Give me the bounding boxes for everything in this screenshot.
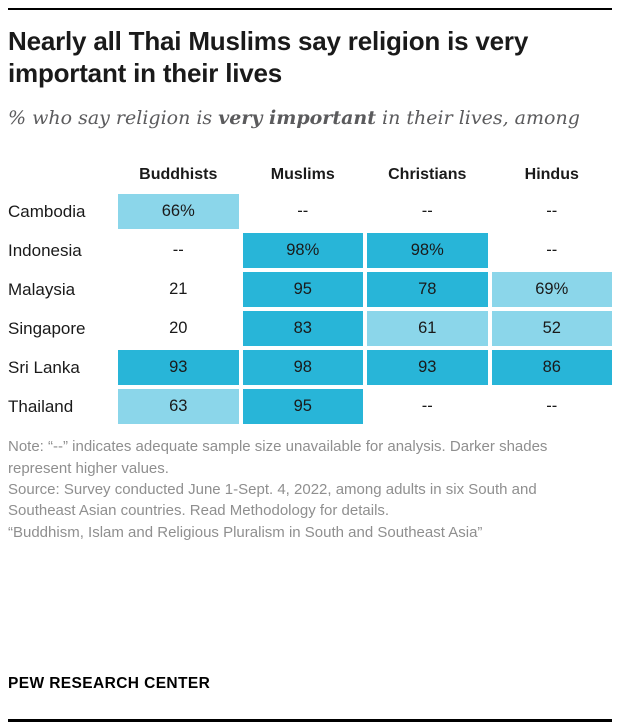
value-cell: 93 (367, 350, 488, 386)
row-label-cambodia: Cambodia (8, 201, 86, 221)
value-cell: -- (367, 389, 488, 425)
row-label-thailand: Thailand (8, 396, 74, 416)
value-cell: -- (242, 194, 363, 230)
value-cell: 98 (242, 350, 363, 386)
value-cell: 78 (367, 272, 488, 308)
value-cell: 69% (491, 272, 612, 308)
top-divider (8, 8, 612, 10)
footer-wordmark: PEW RESEARCH CENTER (8, 675, 211, 692)
row-label-singapore: Singapore (8, 318, 86, 338)
value-cell: 52 (491, 311, 612, 347)
value-cell: 98% (242, 233, 363, 269)
value-cell: -- (118, 233, 239, 269)
page-title: Nearly all Thai Muslims say religion is … (8, 26, 529, 88)
column-header-hindus: Hindus (524, 166, 579, 184)
column-header-muslims: Muslims (270, 166, 335, 184)
value-cell: 93 (118, 350, 239, 386)
value-cell: 83 (242, 311, 363, 347)
note-text: Note: “--” indicates adequate sample siz… (8, 438, 548, 477)
value-cell: 95 (242, 272, 363, 308)
notes: Note: “--” indicates adequate sample siz… (8, 436, 608, 542)
value-cell: 86 (491, 350, 612, 386)
bottom-divider (8, 719, 612, 722)
footer-block: PEW RESEARCH CENTER (8, 675, 612, 722)
table-corner-spacer (8, 166, 114, 190)
value-cell: 66% (118, 194, 239, 230)
value-cell: 21 (118, 272, 239, 308)
value-cell: 95 (242, 389, 363, 425)
value-cell: -- (491, 389, 612, 425)
value-cell: -- (367, 194, 488, 230)
value-cell: -- (491, 194, 612, 230)
value-cell: 63 (118, 389, 239, 425)
row-label-sri-lanka: Sri Lanka (8, 357, 80, 377)
value-cell: 20 (118, 311, 239, 347)
value-cell: -- (491, 233, 612, 269)
citation-text: “Buddhism, Islam and Religious Pluralism… (8, 523, 483, 541)
row-label-malaysia: Malaysia (8, 279, 76, 299)
subtitle-emphasis: very important (218, 107, 376, 130)
source-text: Source: Survey conducted June 1-Sept. 4,… (8, 481, 537, 520)
value-cell: 61 (367, 311, 488, 347)
subtitle: % who say religion is very important in … (8, 105, 596, 132)
column-header-buddhists: Buddhists (139, 166, 218, 184)
subtitle-prefix: % who say religion is (8, 107, 219, 130)
subtitle-suffix: in their lives, among (376, 107, 580, 130)
value-cell: 98% (367, 233, 488, 269)
column-header-christians: Christians (388, 166, 467, 184)
row-label-indonesia: Indonesia (8, 240, 82, 260)
heatmap-table: Buddhists Muslims Christians Hindus Camb… (8, 166, 612, 425)
